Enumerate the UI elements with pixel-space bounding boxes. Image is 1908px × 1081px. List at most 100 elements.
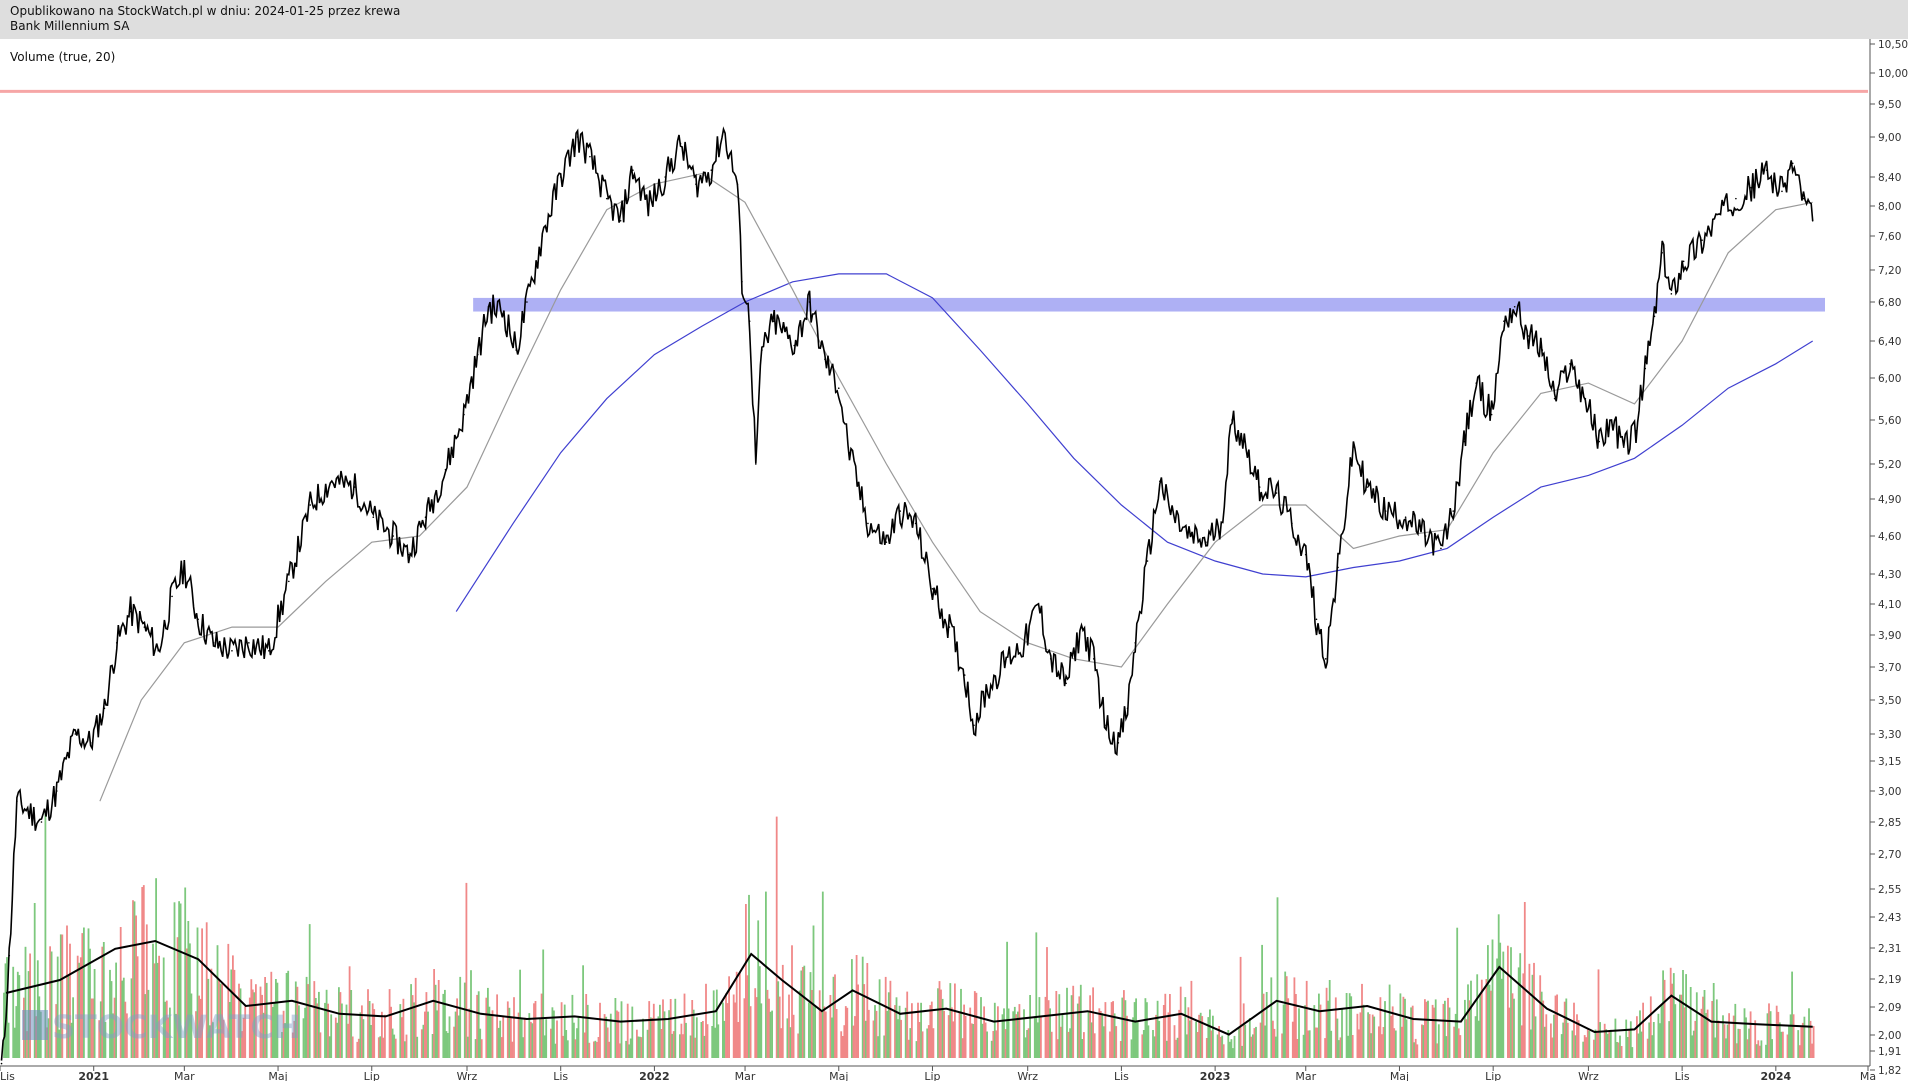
volume-bar	[1156, 1000, 1159, 1058]
volume-bar	[58, 1029, 61, 1058]
volume-bar	[1479, 995, 1482, 1058]
volume-bar	[36, 960, 39, 1058]
volume-bar	[844, 1006, 847, 1058]
y-tick-label: 4,30	[1878, 569, 1901, 581]
volume-bar	[832, 976, 835, 1058]
volume-bar	[1179, 986, 1182, 1058]
volume-bar	[480, 1039, 483, 1058]
volume-bar	[781, 964, 784, 1058]
volume-bar	[1712, 983, 1715, 1058]
volume-bar	[1679, 994, 1681, 1058]
volume-bar	[1345, 993, 1348, 1058]
volume-bar	[1287, 998, 1290, 1058]
volume-bar	[940, 989, 942, 1058]
volume-bar	[1153, 1036, 1156, 1058]
volume-bar	[1265, 992, 1268, 1058]
volume-bar	[886, 1010, 889, 1058]
price-point	[1765, 169, 1768, 171]
price-point	[157, 649, 160, 652]
volume-bar	[416, 1036, 419, 1058]
volume-bar	[642, 1018, 644, 1058]
volume-bar	[835, 1009, 838, 1058]
volume-bar	[1144, 998, 1147, 1058]
volume-bar	[1046, 947, 1048, 1058]
x-tick-label: 2024	[1761, 1070, 1792, 1081]
volume-bar	[1262, 993, 1265, 1058]
volume-bar	[1672, 973, 1675, 1058]
volume-bar	[1700, 1008, 1703, 1058]
y-tick-label: 2,85	[1878, 817, 1901, 829]
volume-bar	[562, 1035, 564, 1058]
volume-bar	[915, 1041, 918, 1058]
volume-bar	[1728, 1013, 1730, 1058]
volume-bar	[582, 965, 584, 1058]
volume-bar	[1362, 1004, 1365, 1058]
volume-bar	[132, 900, 134, 1058]
volume-bar	[487, 987, 489, 1058]
volume-bar	[1648, 1022, 1651, 1058]
volume-bar	[1775, 1005, 1778, 1058]
volume-bar	[506, 1001, 509, 1058]
volume-bar	[1695, 992, 1698, 1058]
volume-bar	[251, 989, 254, 1058]
price-point	[1258, 486, 1261, 488]
price-point	[1670, 293, 1673, 295]
volume-bar	[1436, 1043, 1439, 1058]
price-point	[16, 800, 18, 802]
volume-bar	[121, 980, 124, 1058]
volume-bar	[1431, 1004, 1434, 1058]
volume-bar	[932, 1028, 935, 1058]
volume-bar	[938, 981, 941, 1058]
volume-bar	[70, 1022, 73, 1058]
volume-bar	[113, 997, 116, 1058]
volume-bar	[1089, 995, 1091, 1058]
volume-bar	[711, 1026, 714, 1058]
price-point	[619, 220, 622, 222]
price-point	[1781, 190, 1783, 193]
volume-bar	[540, 993, 543, 1058]
volume-bar	[1227, 1030, 1230, 1058]
volume-bar	[1636, 1016, 1638, 1058]
price-point	[1023, 642, 1026, 644]
volume-bar	[1628, 1030, 1631, 1058]
volume-bar	[917, 1002, 919, 1058]
volume-bar	[1668, 1021, 1671, 1058]
volume-bar	[1132, 1017, 1134, 1058]
price-point	[1527, 335, 1530, 337]
volume-bar	[357, 1038, 360, 1058]
price-point	[605, 197, 608, 200]
volume-bar	[133, 901, 136, 1058]
y-tick-label: 4,60	[1878, 531, 1901, 543]
volume-bar	[1717, 1020, 1720, 1058]
price-point	[1220, 522, 1223, 525]
volume-bar	[1782, 1031, 1784, 1058]
price-point	[1682, 260, 1685, 263]
volume-bar	[190, 993, 193, 1058]
volume-bar	[474, 1039, 477, 1058]
volume-bar	[46, 1027, 48, 1058]
volume-bar	[1090, 1022, 1093, 1058]
volume-bar	[596, 1042, 598, 1058]
volume-bar	[1282, 1004, 1285, 1058]
volume-bar	[1393, 1028, 1396, 1058]
volume-bar	[1066, 987, 1068, 1058]
volume-bar	[1207, 1017, 1210, 1058]
volume-bar	[1199, 1012, 1202, 1058]
price-point	[1635, 429, 1637, 432]
volume-bar	[1308, 1030, 1311, 1058]
volume-bar	[1384, 1001, 1386, 1058]
volume-bar	[1012, 1011, 1015, 1058]
volume-bar	[1560, 1034, 1563, 1058]
price-point	[115, 642, 118, 644]
volume-bar	[1616, 1042, 1618, 1058]
price-point	[444, 468, 447, 471]
volume-bar	[1606, 1033, 1609, 1058]
volume-bar	[1457, 1028, 1460, 1058]
volume-bar	[1427, 1000, 1429, 1058]
volume-bar	[1534, 1016, 1537, 1058]
volume-bar	[411, 995, 414, 1058]
volume-bar	[1103, 1026, 1105, 1058]
volume-bar	[104, 1021, 107, 1058]
volume-bar	[1261, 944, 1263, 1058]
volume-bar	[169, 1007, 171, 1058]
